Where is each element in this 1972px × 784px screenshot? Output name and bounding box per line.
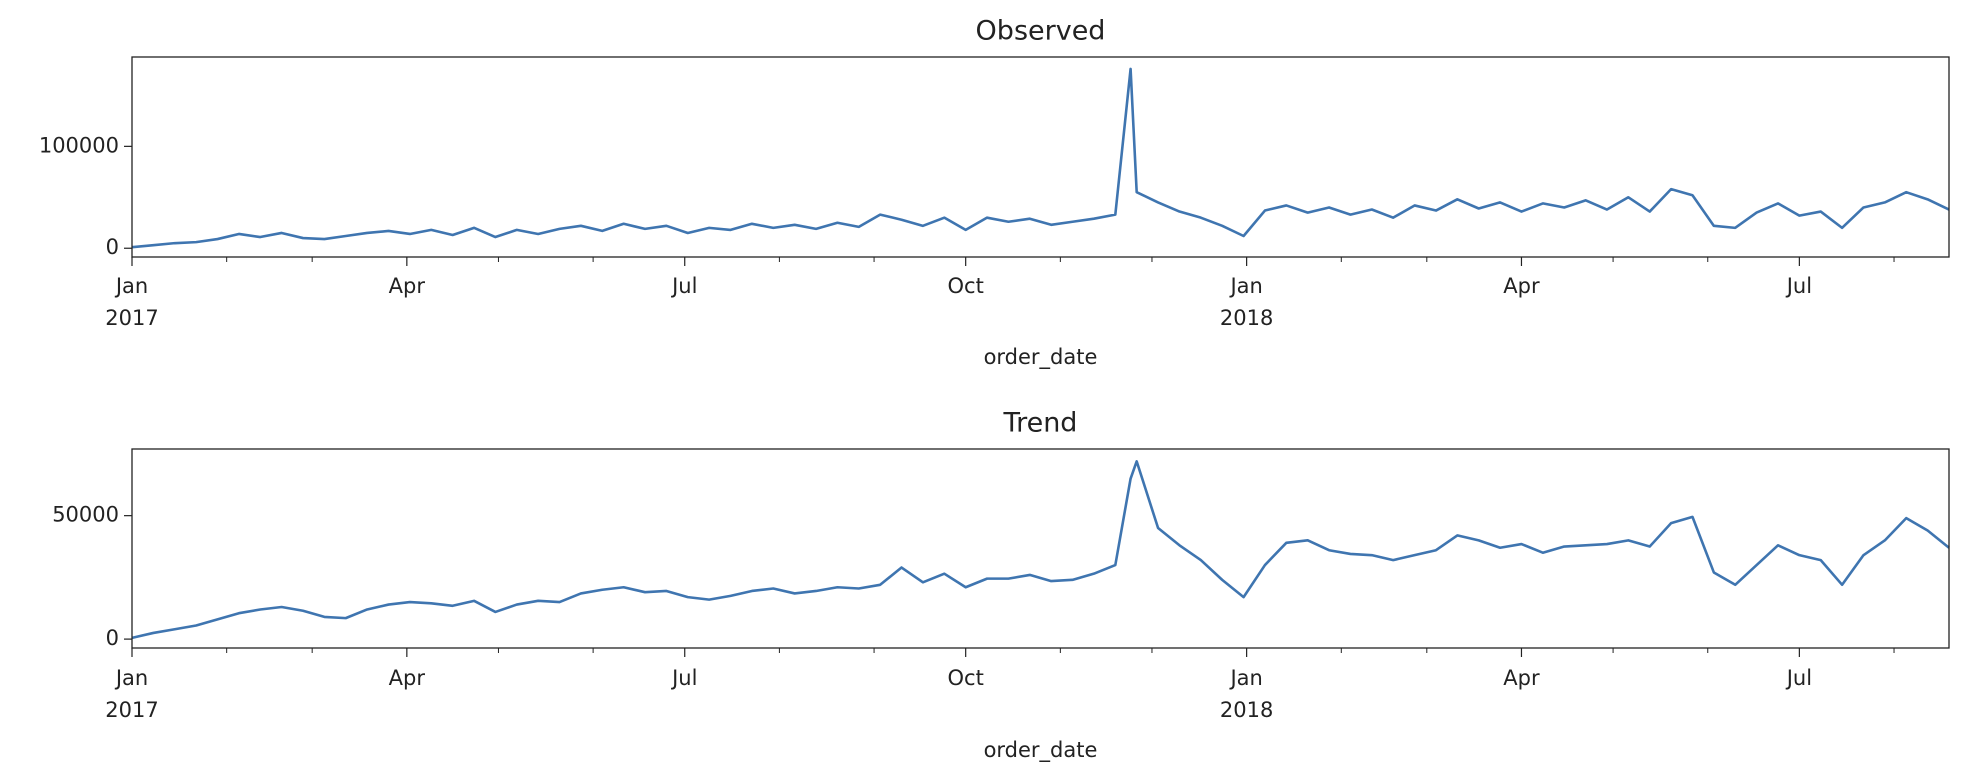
x-tick-label: Oct [948, 274, 984, 298]
x-tick-label: Apr [1503, 666, 1540, 690]
chart-title: Trend [1003, 408, 1078, 439]
x-tick-label: Jul [1785, 274, 1812, 298]
x-tick-label: Jan [1228, 274, 1262, 298]
x-tick-label: Apr [1503, 274, 1540, 298]
chart-title: Observed [976, 16, 1106, 47]
x-tick-label: Jan [114, 666, 148, 690]
y-tick-label: 100000 [39, 133, 119, 157]
y-tick-label: 0 [106, 235, 119, 259]
x-axis-label: order_date [984, 738, 1098, 763]
x-tick-label: Apr [389, 274, 426, 298]
data-line [131, 460, 1950, 640]
x-tick-label: 2017 [105, 698, 158, 722]
x-tick-label: 2018 [1220, 306, 1273, 330]
x-axis-label: order_date [984, 345, 1098, 370]
x-tick-label: Jul [670, 274, 697, 298]
axes-frame [131, 56, 1950, 258]
y-tick-label: 0 [106, 626, 119, 650]
x-tick-label: Jan [1228, 666, 1262, 690]
y-tick-label: 50000 [52, 503, 119, 527]
x-tick-label: Jul [670, 666, 697, 690]
x-tick-label: Apr [389, 666, 426, 690]
x-tick-label: Jul [1785, 666, 1812, 690]
x-tick-label: Oct [948, 666, 984, 690]
data-line [131, 67, 1950, 249]
x-tick-label: Jan [114, 274, 148, 298]
axes-frame [131, 448, 1950, 649]
x-tick-label: 2018 [1220, 698, 1273, 722]
x-tick-label: 2017 [105, 306, 158, 330]
